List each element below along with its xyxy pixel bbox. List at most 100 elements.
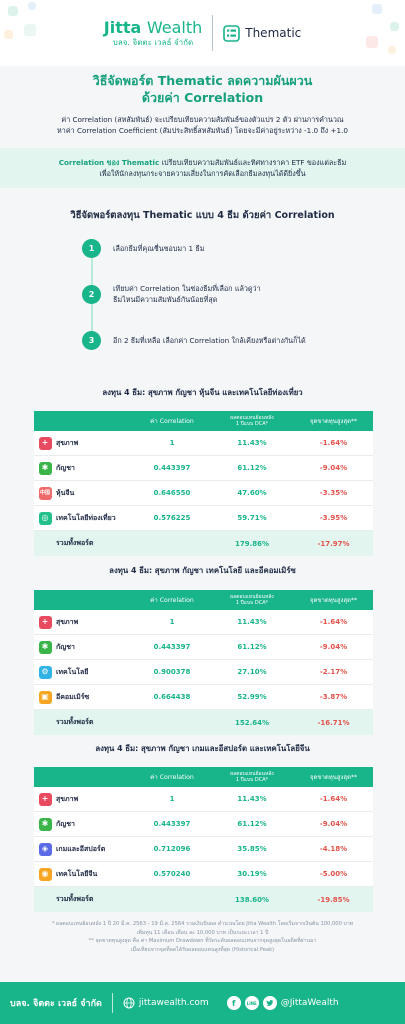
footer: บลจ. จิตตะ เวลธ์ จำกัด jittawealth.com f… <box>0 982 405 1024</box>
decor-square <box>372 4 382 14</box>
correlation-value: 0.576225 <box>153 514 191 522</box>
theme-name: หุ้นจีน <box>56 488 75 497</box>
table-row: ▣ อีคอมเมิร์ซ 0.664438 52.99% -3.87% <box>34 685 373 710</box>
drawdown-value: -1.64% <box>319 618 348 626</box>
table-row: + สุขภาพ 1 11.43% -1.64% <box>34 431 373 456</box>
twitter-bird-icon <box>266 1000 273 1006</box>
return-value: 61.12% <box>237 643 267 651</box>
intro-description: ค่า Correlation (สหสัมพันธ์) จะเปรียบเที… <box>57 115 348 135</box>
theme-name: เทคโนโลยีท่องเที่ยว <box>56 513 116 522</box>
correlation-value: 0.570240 <box>153 870 191 878</box>
return-value: 35.85% <box>237 845 267 853</box>
footer-social: f LINE @JittaWealth <box>226 996 339 1010</box>
step-1: 1 เลือกธีมที่คุณชื่นชอบมา 1 ธีม <box>82 237 382 259</box>
portfolio-3-title: ลงทุน 4 ธีม: สุขภาพ กัญชา เกมและอีสปอร์ต… <box>95 744 310 753</box>
step-number: 3 <box>82 330 101 350</box>
footnote: * ผลตอบแทนย้อนหลัง 1 ปี 20 มี.ค. 2563 - … <box>51 921 354 953</box>
portfolio-2-table: ค่า Correlation ผลตอบแทนย้อนหลัง 1 ปีแบบ … <box>34 590 373 735</box>
twitter-handle[interactable]: @JittaWealth <box>280 998 339 1008</box>
theme-name: อีคอมเมิร์ซ <box>56 692 90 701</box>
total-label: รวมทั้งพอร์ต <box>56 895 94 903</box>
thematic-list-icon <box>223 24 241 42</box>
table-row: + สุขภาพ 1 11.43% -1.64% <box>34 610 373 635</box>
header-correlation: ค่า Correlation <box>150 774 194 781</box>
technology-gear-icon: ⚙ <box>38 665 52 679</box>
table-row: ◈ เกมและอีสปอร์ต 0.712096 35.85% -4.18% <box>34 837 373 862</box>
drawdown-value: -3.87% <box>319 693 348 701</box>
step-3: 3 อีก 2 ธีมที่เหลือ เลือกค่า Correlation… <box>82 329 382 351</box>
table-header: ค่า Correlation ผลตอบแทนย้อนหลัง 1 ปีแบบ … <box>34 411 373 431</box>
cannabis-leaf-icon: ✱ <box>38 461 52 475</box>
table-row: ✱ กัญชา 0.443397 61.12% -9.04% <box>34 456 373 481</box>
ecommerce-cart-icon: ▣ <box>38 690 52 704</box>
theme-name: กัญชา <box>56 819 75 828</box>
correlation-value: 0.900378 <box>153 668 191 676</box>
header-correlation: ค่า Correlation <box>150 418 194 425</box>
total-row: รวมทั้งพอร์ต 152.64% -16.71% <box>34 710 373 735</box>
table-row: ◎ เทคโนโลยีท่องเที่ยว 0.576225 59.71% -3… <box>34 506 373 531</box>
table-row: ⚙ เทคโนโลยี 0.900378 27.10% -2.17% <box>34 660 373 685</box>
china-tech-icon: ◉ <box>38 867 52 881</box>
return-value: 52.99% <box>237 693 267 701</box>
drawdown-value: -3.35% <box>319 489 348 497</box>
facebook-icon[interactable]: f <box>226 996 241 1010</box>
drawdown-value: -5.00% <box>319 870 348 878</box>
health-cross-icon: + <box>38 615 52 629</box>
total-return: 138.60% <box>234 895 270 904</box>
drawdown-value: -9.04% <box>319 643 348 651</box>
correlation-value: 0.443397 <box>153 643 191 651</box>
correlation-value: 0.646550 <box>153 489 191 497</box>
correlation-note: Correlation ของ Thematic เปรียบเทียบความ… <box>0 148 405 188</box>
step-text: อีก 2 ธีมที่เหลือ เลือกค่า Correlation ใ… <box>113 335 306 345</box>
total-drawdown: -19.85% <box>317 895 350 904</box>
website-text: jittawealth.com <box>138 998 209 1008</box>
theme-name: กัญชา <box>56 642 75 651</box>
theme-name: เทคโนโลยีจีน <box>56 869 98 878</box>
table-row: + สุขภาพ 1 11.43% -1.64% <box>34 787 373 812</box>
correlation-value: 1 <box>169 439 175 447</box>
return-value: 11.43% <box>237 795 267 803</box>
return-value: 30.19% <box>237 870 267 878</box>
steps-title: วิธีจัดพอร์ตลงทุน Thematic แบบ 4 ธีม ด้ว… <box>70 210 335 221</box>
return-value: 61.12% <box>237 464 267 472</box>
footer-website-link[interactable]: jittawealth.com <box>123 997 209 1009</box>
line-icon[interactable]: LINE <box>244 996 259 1010</box>
health-cross-icon: + <box>38 792 52 806</box>
table-row: ◉ เทคโนโลยีจีน 0.570240 30.19% -5.00% <box>34 862 373 887</box>
gamepad-icon: ◈ <box>38 842 52 856</box>
drawdown-value: -9.04% <box>319 464 348 472</box>
decor-square <box>4 30 13 39</box>
portfolio-2-title: ลงทุน 4 ธีม: สุขภาพ กัญชา เทคโนโลยี และอ… <box>109 566 296 575</box>
cannabis-leaf-icon: ✱ <box>38 640 52 654</box>
portfolio-1-title: ลงทุน 4 ธีม: สุขภาพ กัญชา หุ้นจีน และเทค… <box>102 388 303 397</box>
theme-name: กัญชา <box>56 463 75 472</box>
total-label: รวมทั้งพอร์ต <box>56 718 94 726</box>
correlation-value: 0.443397 <box>153 464 191 472</box>
header-drawdown: จุดขาดทุนสูงสุด** <box>310 774 357 781</box>
correlation-value: 0.712096 <box>153 845 191 853</box>
thematic-label: Thematic <box>245 26 302 40</box>
header-drawdown: จุดขาดทุนสูงสุด** <box>310 418 357 425</box>
table-header: ค่า Correlation ผลตอบแทนย้อนหลัง 1 ปีแบบ … <box>34 767 373 787</box>
theme-name: เกมและอีสปอร์ต <box>56 844 106 853</box>
header-return: ผลตอบแทนย้อนหลัง 1 ปีแบบ DCA* <box>230 415 274 427</box>
table-row: 中国 หุ้นจีน 0.646550 47.60% -3.35% <box>34 481 373 506</box>
drawdown-value: -2.17% <box>319 668 348 676</box>
step-text: เทียบค่า Correlation ในช่องธีมที่เลือก แ… <box>113 284 261 304</box>
drawdown-value: -9.04% <box>319 820 348 828</box>
correlation-value: 0.443397 <box>153 820 191 828</box>
table-row: ✱ กัญชา 0.443397 61.12% -9.04% <box>34 812 373 837</box>
twitter-icon[interactable] <box>262 996 277 1010</box>
decor-square <box>390 22 399 31</box>
footer-company: บลจ. จิตตะ เวลธ์ จำกัด <box>10 999 102 1009</box>
drawdown-value: -3.95% <box>319 514 348 522</box>
cannabis-leaf-icon: ✱ <box>38 817 52 831</box>
decor-square <box>8 6 18 16</box>
correlation-value: 1 <box>169 795 175 803</box>
total-drawdown: -17.97% <box>317 539 350 548</box>
thematic-logo: Thematic <box>223 24 302 42</box>
theme-name: สุขภาพ <box>56 617 79 626</box>
note-highlight: Correlation ของ Thematic <box>58 158 160 167</box>
theme-name: สุขภาพ <box>56 794 79 803</box>
total-row: รวมทั้งพอร์ต 138.60% -19.85% <box>34 887 373 912</box>
